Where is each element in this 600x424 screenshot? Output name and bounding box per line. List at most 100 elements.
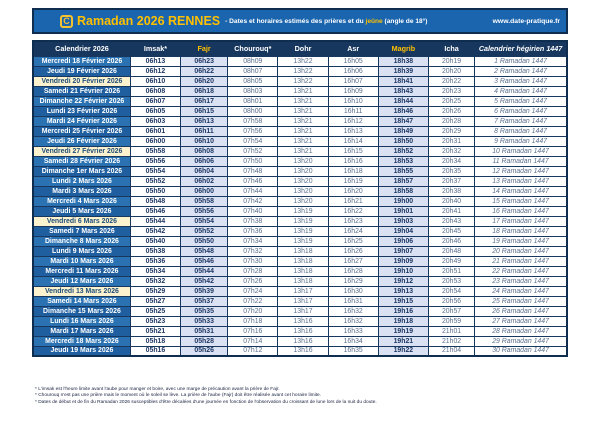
column-header-asr: Asr xyxy=(327,40,379,57)
cell-dohr: 13h22 xyxy=(277,65,329,77)
cell-icha: 20h25 xyxy=(427,95,476,107)
cell-magrib: 19h12 xyxy=(377,275,429,287)
cell-date: Vendredi 13 Mars 2026 xyxy=(32,285,131,297)
table-row: Vendredi 20 Février 2026 06h10 06h20 08h05 1… xyxy=(32,75,568,87)
cell-asr: 16h19 xyxy=(327,175,379,187)
column-header-chourouq: Chourouq* xyxy=(227,40,279,57)
cell-icha: 20h23 xyxy=(427,85,476,97)
table-row: Vendredi 13 Mars 2026 05h29 05h39 07h24 13h1… xyxy=(32,285,568,297)
cell-chourouq: 07h12 xyxy=(227,345,279,357)
cell-magrib: 18h50 xyxy=(377,135,429,147)
table-body: Mercredi 18 Février 2026 06h13 06h23 08h09 1… xyxy=(32,55,568,357)
cell-magrib: 19h13 xyxy=(377,285,429,297)
column-header-magrib: Magrib xyxy=(377,40,429,57)
cell-date: Samedi 28 Février 2026 xyxy=(32,155,131,167)
cell-chourouq: 07h22 xyxy=(227,295,279,307)
cell-asr: 16h31 xyxy=(327,295,379,307)
cell-icha: 20h26 xyxy=(427,105,476,117)
cell-chourouq: 07h20 xyxy=(227,305,279,317)
cell-fajr: 05h42 xyxy=(180,275,229,287)
cell-asr: 16h27 xyxy=(327,255,379,267)
cell-fajr: 05h28 xyxy=(180,335,229,347)
cell-chourouq: 07h14 xyxy=(227,335,279,347)
cell-dohr: 13h17 xyxy=(277,305,329,317)
cell-icha: 20h32 xyxy=(427,145,476,157)
cell-dohr: 13h20 xyxy=(277,155,329,167)
cell-chourouq: 08h00 xyxy=(227,105,279,117)
cell-asr: 16h14 xyxy=(327,135,379,147)
table-row: Lundi 23 Février 2026 06h05 06h15 08h00 13h2… xyxy=(32,105,568,117)
cell-magrib: 18h55 xyxy=(377,165,429,177)
cell-icha: 20h28 xyxy=(427,115,476,127)
cell-dohr: 13h20 xyxy=(277,195,329,207)
cell-magrib: 18h47 xyxy=(377,115,429,127)
cell-dohr: 13h22 xyxy=(277,55,329,67)
cell-dohr: 13h16 xyxy=(277,345,329,357)
cell-hijri: 6 Ramadan 1447 xyxy=(474,105,568,117)
cell-asr: 16h13 xyxy=(327,125,379,137)
table-row: Lundi 2 Mars 2026 05h52 06h02 07h46 13h20 16h… xyxy=(32,175,568,187)
cell-asr: 16h07 xyxy=(327,75,379,87)
cell-chourouq: 07h50 xyxy=(227,155,279,167)
cell-magrib: 19h04 xyxy=(377,225,429,237)
cell-magrib: 18h38 xyxy=(377,55,429,67)
cell-magrib: 19h06 xyxy=(377,235,429,247)
cell-date: Mardi 10 Mars 2026 xyxy=(32,255,131,267)
cell-magrib: 19h07 xyxy=(377,245,429,257)
cell-date: Jeudi 19 Février 2026 xyxy=(32,65,131,77)
cell-date: Samedi 14 Mars 2026 xyxy=(32,295,131,307)
cell-date: Jeudi 12 Mars 2026 xyxy=(32,275,131,287)
table-row: Mardi 3 Mars 2026 05h50 06h00 07h44 13h20 16h… xyxy=(32,185,568,197)
cell-dohr: 13h18 xyxy=(277,265,329,277)
cell-fajr: 05h54 xyxy=(180,215,229,227)
cell-magrib: 18h44 xyxy=(377,95,429,107)
table-row: Mercredi 18 Février 2026 06h13 06h23 08h09 1… xyxy=(32,55,568,67)
cell-magrib: 18h43 xyxy=(377,85,429,97)
footnote-line: * L'imsak est l'heure limite avant l'aub… xyxy=(35,387,280,392)
table-header-row: Calendrier 2026 Imsak* Fajr Chourouq* Dohr As… xyxy=(32,40,568,57)
cell-chourouq: 08h05 xyxy=(227,75,279,87)
cell-chourouq: 07h26 xyxy=(227,275,279,287)
cell-magrib: 19h21 xyxy=(377,335,429,347)
cell-asr: 16h11 xyxy=(327,105,379,117)
cell-icha: 20h40 xyxy=(427,195,476,207)
cell-hijri: 4 Ramadan 1447 xyxy=(474,85,568,97)
cell-icha: 20h22 xyxy=(427,75,476,87)
table-row: Mercredi 4 Mars 2026 05h48 05h58 07h42 13h20… xyxy=(32,195,568,207)
cell-dohr: 13h17 xyxy=(277,295,329,307)
cell-chourouq: 07h32 xyxy=(227,245,279,257)
table-row: Mardi 24 Février 2026 06h03 06h13 07h58 13h2… xyxy=(32,115,568,127)
cell-fajr: 06h08 xyxy=(180,145,229,157)
cell-hijri: 2 Ramadan 1447 xyxy=(474,65,568,77)
cell-asr: 16h24 xyxy=(327,225,379,237)
table-row: Vendredi 6 Mars 2026 05h44 05h54 07h38 13h19… xyxy=(32,215,568,227)
cell-dohr: 13h21 xyxy=(277,145,329,157)
cell-icha: 20h41 xyxy=(427,205,476,217)
cell-asr: 16h06 xyxy=(327,65,379,77)
cell-dohr: 13h20 xyxy=(277,165,329,177)
cell-asr: 16h30 xyxy=(327,285,379,297)
table-row: Samedi 21 Février 2026 06h08 06h18 08h03 13h… xyxy=(32,85,568,97)
cell-chourouq: 07h56 xyxy=(227,125,279,137)
cell-imsak: 06h13 xyxy=(129,55,182,67)
cell-asr: 16h32 xyxy=(327,305,379,317)
cell-fajr: 06h00 xyxy=(180,185,229,197)
cell-fajr: 05h35 xyxy=(180,305,229,317)
cell-magrib: 19h16 xyxy=(377,305,429,317)
website-link[interactable]: www.date-pratique.fr xyxy=(492,17,560,25)
cell-icha: 20h56 xyxy=(427,295,476,307)
cell-fajr: 05h48 xyxy=(180,245,229,257)
cell-imsak: 05h40 xyxy=(129,235,182,247)
cell-fajr: 06h13 xyxy=(180,115,229,127)
cell-hijri: 18 Ramadan 1447 xyxy=(474,225,568,237)
cell-chourouq: 07h28 xyxy=(227,265,279,277)
cell-asr: 16h16 xyxy=(327,155,379,167)
cell-imsak: 06h12 xyxy=(129,65,182,77)
cell-icha: 20h38 xyxy=(427,185,476,197)
cell-hijri: 14 Ramadan 1447 xyxy=(474,185,568,197)
cell-dohr: 13h20 xyxy=(277,175,329,187)
cell-fajr: 06h23 xyxy=(180,55,229,67)
cell-icha: 20h59 xyxy=(427,315,476,327)
cell-fajr: 05h52 xyxy=(180,225,229,237)
cell-date: Lundi 9 Mars 2026 xyxy=(32,245,131,257)
